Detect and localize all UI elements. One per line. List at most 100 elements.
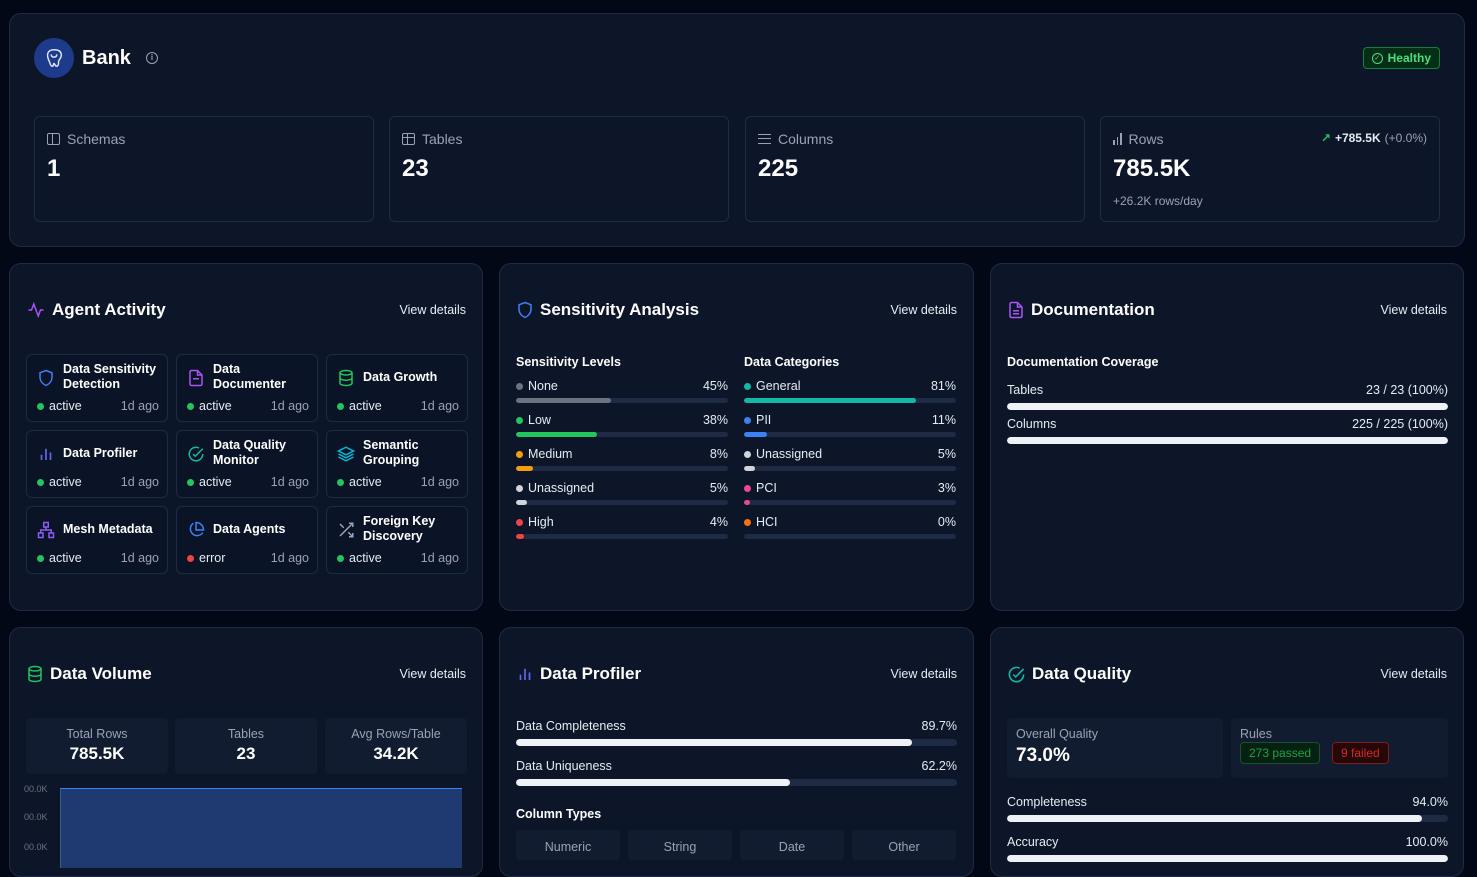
- schemas-stat: Schemas 1: [34, 116, 374, 222]
- agent-time: 1d ago: [120, 399, 159, 413]
- legend-dot: [744, 416, 751, 424]
- progress-fill: [744, 466, 755, 471]
- check-circle-icon: [1008, 666, 1025, 682]
- agent-card[interactable]: Data Documenter active 1d ago: [176, 354, 318, 422]
- columns-value: 225: [758, 155, 799, 182]
- legend-dot: [744, 382, 751, 390]
- progress-fill: [1007, 403, 1448, 410]
- rules-stat: Rules 273 passed 9 failed: [1231, 718, 1448, 778]
- columns-stat: Columns 225: [745, 116, 1085, 222]
- shield-icon: [518, 301, 532, 319]
- bar-chart-icon: [1113, 133, 1122, 145]
- column-types-label: Column Types: [516, 807, 602, 821]
- agent-status: active: [37, 551, 82, 565]
- bar-chart-icon: [519, 668, 531, 680]
- layers-icon: [336, 445, 356, 463]
- agent-card[interactable]: Mesh Metadata active 1d ago: [26, 506, 168, 574]
- status-dot: [37, 478, 44, 486]
- progress-track: [1007, 437, 1448, 444]
- legend-dot: [516, 484, 523, 492]
- network-icon: [37, 521, 55, 539]
- metric-row: Completeness 94.0%: [1007, 795, 1448, 825]
- table-icon: [402, 133, 415, 145]
- agent-status: active: [187, 475, 232, 489]
- documentation-coverage-label: Documentation Coverage: [1007, 355, 1159, 369]
- data-profiler-view-details[interactable]: View details: [890, 667, 957, 681]
- data-volume-title: Data Volume: [50, 664, 152, 683]
- progress-track: [516, 466, 728, 471]
- tables-stat: Tables 23: [389, 116, 729, 222]
- agent-name: Semantic Grouping: [363, 438, 420, 467]
- database-title: Bank: [82, 47, 131, 69]
- sensitivity-levels-label: Sensitivity Levels: [516, 355, 621, 369]
- rows-stat: Rows 785.5K +26.2K rows/day ↗ +785.5K (+…: [1100, 116, 1440, 222]
- status-dot: [187, 402, 194, 410]
- shield-icon: [37, 369, 55, 387]
- sensitivity-row: Medium 8%: [516, 447, 728, 471]
- metric-row: Accuracy 100.0%: [1007, 835, 1448, 865]
- agent-activity-card: Agent Activity View details Data Sensiti…: [9, 263, 483, 611]
- legend-dot: [744, 450, 751, 458]
- sensitivity-row: None 45%: [516, 379, 728, 403]
- avg-rows-stat: Avg Rows/Table 34.2K: [325, 718, 467, 774]
- check-circle-icon: [187, 445, 205, 463]
- data-volume-card: Data Volume View details Total Rows 785.…: [9, 627, 483, 877]
- progress-fill: [1007, 437, 1448, 444]
- pie-chart-icon: [187, 521, 205, 539]
- data-profiler-card: Data Profiler View details Data Complete…: [499, 627, 974, 877]
- failed-badge: 9 failed: [1332, 742, 1389, 764]
- sensitivity-view-details[interactable]: View details: [890, 303, 957, 317]
- metric-row: Columns 225 / 225 (100%): [1007, 417, 1448, 447]
- data-quality-view-details[interactable]: View details: [1380, 667, 1447, 681]
- agent-card[interactable]: Data Profiler active 1d ago: [26, 430, 168, 498]
- agent-card[interactable]: Foreign Key Discovery active 1d ago: [326, 506, 468, 574]
- progress-track: [744, 500, 956, 505]
- column-type-cell: Date: [740, 830, 844, 860]
- status-dot: [337, 554, 344, 562]
- schemas-value: 1: [47, 155, 61, 182]
- agent-card[interactable]: Data Sensitivity Detection active 1d ago: [26, 354, 168, 422]
- shuffle-icon: [337, 521, 355, 539]
- column-type-cell: Other: [852, 830, 956, 860]
- database-icon: [337, 369, 355, 387]
- sensitivity-row: Unassigned 5%: [516, 481, 728, 505]
- agent-card[interactable]: Data Quality Monitor active 1d ago: [176, 430, 318, 498]
- status-dot: [337, 478, 344, 486]
- data-volume-view-details[interactable]: View details: [399, 667, 466, 681]
- progress-fill: [744, 500, 751, 505]
- legend-dot: [744, 484, 751, 492]
- progress-fill: [516, 398, 612, 403]
- documentation-view-details[interactable]: View details: [1380, 303, 1447, 317]
- list-icon: [758, 134, 771, 144]
- data-categories-label: Data Categories: [744, 355, 840, 369]
- activity-icon: [28, 301, 44, 319]
- agent-name: Data Agents: [213, 521, 286, 536]
- y-tick-label: 00.0K: [24, 784, 48, 794]
- documentation-card: Documentation View details Documentation…: [990, 263, 1464, 611]
- check-circle-icon: ✓: [1371, 52, 1383, 64]
- info-icon[interactable]: i: [146, 52, 158, 64]
- agent-name: Data Sensitivity Detection: [63, 362, 157, 391]
- status-dot: [337, 402, 344, 410]
- postgres-logo-icon: [34, 38, 74, 78]
- agent-card[interactable]: Data Growth active 1d ago: [326, 354, 468, 422]
- overall-quality-stat: Overall Quality 73.0%: [1007, 718, 1223, 778]
- agent-time: 1d ago: [420, 399, 459, 413]
- agent-status: active: [187, 399, 232, 413]
- agent-activity-view-details[interactable]: View details: [399, 303, 466, 317]
- agent-name: Foreign Key Discovery: [363, 514, 436, 543]
- data-quality-card: Data Quality View details Overall Qualit…: [990, 627, 1464, 877]
- legend-dot: [516, 450, 523, 458]
- metric-row: Tables 23 / 23 (100%): [1007, 383, 1448, 413]
- progress-track: [744, 466, 956, 471]
- agent-card[interactable]: Semantic Grouping active 1d ago: [326, 430, 468, 498]
- overall-quality-value: 73.0%: [1016, 745, 1070, 766]
- agent-card[interactable]: Data Agents error 1d ago: [176, 506, 318, 574]
- agent-name: Data Quality Monitor: [213, 438, 286, 467]
- agent-name: Data Documenter: [213, 362, 286, 391]
- sensitivity-row: General 81%: [744, 379, 956, 403]
- progress-fill: [516, 779, 791, 786]
- sensitivity-row: PCI 3%: [744, 481, 956, 505]
- document-icon: [187, 369, 205, 387]
- progress-track: [1007, 403, 1448, 410]
